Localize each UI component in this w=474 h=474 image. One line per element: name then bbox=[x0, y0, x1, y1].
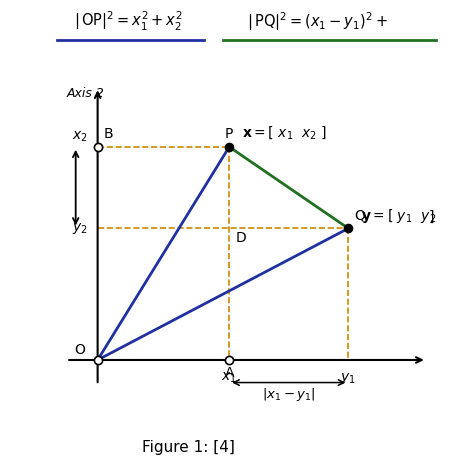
Text: $|x_1 - y_1|$: $|x_1 - y_1|$ bbox=[262, 386, 316, 403]
Text: P: P bbox=[225, 127, 233, 141]
Point bbox=[94, 356, 101, 364]
Text: Q: Q bbox=[355, 208, 365, 222]
Text: D: D bbox=[236, 231, 246, 246]
Text: Figure 1: [4]: Figure 1: [4] bbox=[142, 440, 235, 455]
Point bbox=[226, 356, 233, 364]
Point bbox=[94, 143, 101, 151]
Text: B: B bbox=[104, 127, 113, 141]
Text: $x_2$: $x_2$ bbox=[73, 129, 88, 144]
Text: O: O bbox=[74, 343, 85, 357]
Text: $y_1$: $y_1$ bbox=[340, 371, 356, 386]
Text: $x_1$: $x_1$ bbox=[221, 371, 237, 385]
Text: $y_2$: $y_2$ bbox=[73, 221, 88, 236]
Text: $|\,\mathrm{PQ}|^2 = (x_1 - y_1)^2 +$: $|\,\mathrm{PQ}|^2 = (x_1 - y_1)^2 +$ bbox=[247, 10, 388, 33]
Text: $|\,\mathrm{OP}|^2 = x_1^2 + x_2^2$: $|\,\mathrm{OP}|^2 = x_1^2 + x_2^2$ bbox=[73, 10, 182, 33]
Point bbox=[345, 225, 352, 232]
Text: $\mathbf{x} = [\ x_1\ \ x_2\ ]$: $\mathbf{x} = [\ x_1\ \ x_2\ ]$ bbox=[242, 124, 327, 141]
Point bbox=[226, 143, 233, 151]
Text: Axis 2: Axis 2 bbox=[66, 87, 104, 100]
Text: $]$: $]$ bbox=[428, 209, 435, 225]
Text: A: A bbox=[225, 366, 234, 380]
Text: $\mathbf{y} = [\ y_1\ \ y_2$: $\mathbf{y} = [\ y_1\ \ y_2$ bbox=[361, 207, 436, 225]
